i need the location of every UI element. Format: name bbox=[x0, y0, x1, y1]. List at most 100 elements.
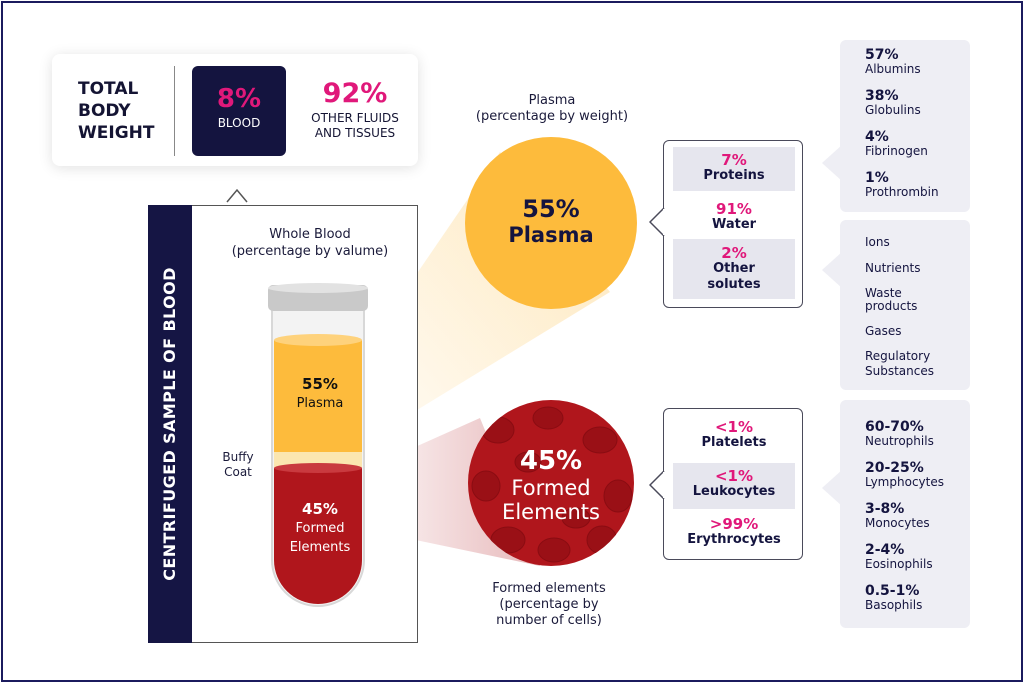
protein-item: 4% Fibrinogen bbox=[865, 129, 969, 158]
plasma-percentage: 55% bbox=[522, 195, 580, 223]
component-label: Water bbox=[711, 217, 757, 232]
component-water: 91% Water bbox=[673, 199, 795, 237]
component-percentage: >99% bbox=[709, 515, 759, 533]
other-percentage: 92% bbox=[322, 78, 388, 109]
pointer-up-icon bbox=[226, 188, 248, 203]
solute-item: Waste bbox=[865, 286, 902, 300]
caption-line: (percentage by valume) bbox=[231, 244, 389, 259]
component-percentage: <1% bbox=[714, 467, 754, 485]
item-percentage: 3-8% bbox=[865, 501, 905, 517]
tube-plasma-label: 55% Plasma bbox=[270, 375, 370, 413]
solute-item: products bbox=[865, 299, 918, 313]
component-label: Leukocytes bbox=[692, 484, 776, 499]
leukocyte-item: 0.5-1% Basophils bbox=[865, 583, 969, 612]
formed-name-line: Formed bbox=[511, 476, 591, 500]
item-label: Globulins bbox=[865, 103, 921, 117]
tube-formed-line: Elements bbox=[289, 540, 351, 555]
red-cells-icon bbox=[471, 406, 633, 563]
item-label: Fibrinogen bbox=[865, 144, 928, 158]
list-pointer-icon bbox=[822, 252, 842, 288]
buffy-line: Buffy bbox=[222, 450, 254, 464]
item-percentage: 60-70% bbox=[865, 419, 924, 435]
tube-formed-percentage: 45% bbox=[302, 500, 338, 518]
component-label: Other bbox=[713, 261, 755, 276]
component-label: Proteins bbox=[703, 168, 765, 183]
solute-item: Ions bbox=[865, 235, 890, 249]
leukocyte-item: 2-4% Eosinophils bbox=[865, 542, 969, 571]
item-percentage: 38% bbox=[865, 88, 899, 104]
list-pointer-icon bbox=[822, 145, 842, 181]
callout-pointer-icon bbox=[649, 470, 665, 500]
buffy-coat-label: Buffy Coat bbox=[208, 450, 268, 480]
item-label: Lymphocytes bbox=[865, 475, 944, 489]
item-percentage: 57% bbox=[865, 47, 899, 63]
list-pointer-icon bbox=[822, 470, 842, 506]
total-body-weight-title: TOTAL BODY WEIGHT bbox=[78, 78, 188, 144]
leukocyte-item: 20-25% Lymphocytes bbox=[865, 460, 969, 489]
other-label-line: AND TISSUES bbox=[314, 126, 396, 140]
component-label: Erythrocytes bbox=[687, 532, 781, 547]
caption-line: Whole Blood bbox=[269, 227, 351, 242]
protein-item: 1% Prothrombin bbox=[865, 170, 969, 199]
caption-line: number of cells) bbox=[496, 613, 602, 628]
component-percentage: 91% bbox=[716, 200, 752, 218]
item-percentage: 2-4% bbox=[865, 542, 905, 558]
divider bbox=[174, 66, 175, 156]
item-percentage: 4% bbox=[865, 129, 889, 145]
component-other-solutes: 2% Other solutes bbox=[673, 239, 795, 299]
component-label: solutes bbox=[707, 277, 761, 292]
blood-percentage: 8% bbox=[216, 84, 262, 114]
component-percentage: 7% bbox=[721, 151, 747, 169]
item-percentage: 1% bbox=[865, 170, 889, 186]
component-label: Platelets bbox=[701, 435, 767, 450]
total-body-weight-card: TOTAL BODY WEIGHT 8% BLOOD 92% OTHER FLU… bbox=[52, 54, 418, 166]
leukocyte-item: 60-70% Neutrophils bbox=[865, 419, 969, 448]
plasma-caption: Plasma (percentage by weight) bbox=[468, 93, 636, 125]
test-tube-icon bbox=[268, 283, 368, 607]
blood-label: BLOOD bbox=[217, 116, 261, 130]
component-percentage: 2% bbox=[721, 244, 747, 262]
tube-plasma-percentage: 55% bbox=[302, 375, 338, 393]
side-title: CENTRIFUGED SAMPLE OF BLOOD bbox=[160, 267, 179, 581]
item-label: Basophils bbox=[865, 598, 923, 612]
caption-line: Formed elements bbox=[492, 581, 606, 596]
plasma-components-callout: 7% Proteins 91% Water 2% Other solutes bbox=[663, 140, 803, 308]
callout-pointer-icon bbox=[649, 207, 665, 237]
solute-item: Gases bbox=[865, 324, 902, 338]
item-label: Monocytes bbox=[865, 516, 930, 530]
tube-plasma-name: Plasma bbox=[296, 396, 344, 411]
formed-name-line: Elements bbox=[502, 500, 600, 524]
item-percentage: 20-25% bbox=[865, 460, 924, 476]
blood-share-box: 8% BLOOD bbox=[192, 66, 286, 156]
solute-item: Substances bbox=[865, 364, 934, 378]
plasma-circle: 55% Plasma bbox=[465, 137, 637, 309]
other-share: 92% OTHER FLUIDS AND TISSUES bbox=[296, 78, 414, 141]
formed-elements-circle bbox=[468, 400, 634, 566]
item-label: Neutrophils bbox=[865, 434, 934, 448]
caption-line: (percentage by bbox=[499, 597, 599, 612]
component-erythrocytes: >99% Erythrocytes bbox=[673, 513, 795, 555]
component-proteins: 7% Proteins bbox=[673, 147, 795, 191]
tube-formed-line: Formed bbox=[295, 521, 345, 536]
solute-item: Nutrients bbox=[865, 261, 921, 275]
title-line: WEIGHT bbox=[78, 123, 155, 143]
protein-list: 57% Albumins 38% Globulins 4% Fibrinogen… bbox=[840, 40, 970, 212]
item-label: Eosinophils bbox=[865, 557, 933, 571]
caption-line: (percentage by weight) bbox=[475, 109, 629, 124]
caption-line: Plasma bbox=[528, 93, 576, 108]
title-line: TOTAL bbox=[78, 79, 139, 99]
formed-percentage: 45% bbox=[519, 446, 583, 476]
side-title-bar bbox=[148, 205, 192, 643]
formed-caption: Formed elements (percentage by number of… bbox=[474, 581, 624, 629]
formed-elements-text: 45% Formed Elements bbox=[468, 446, 634, 524]
component-percentage: <1% bbox=[714, 418, 754, 436]
whole-blood-caption: Whole Blood (percentage by valume) bbox=[210, 226, 410, 260]
item-percentage: 0.5-1% bbox=[865, 583, 920, 599]
other-label-line: OTHER FLUIDS bbox=[311, 111, 399, 125]
protein-item: 57% Albumins bbox=[865, 47, 969, 76]
solute-list: Ions Nutrients Waste products Gases Regu… bbox=[840, 220, 970, 390]
protein-item: 38% Globulins bbox=[865, 88, 969, 117]
component-leukocytes: <1% Leukocytes bbox=[673, 463, 795, 509]
item-label: Albumins bbox=[865, 62, 921, 76]
